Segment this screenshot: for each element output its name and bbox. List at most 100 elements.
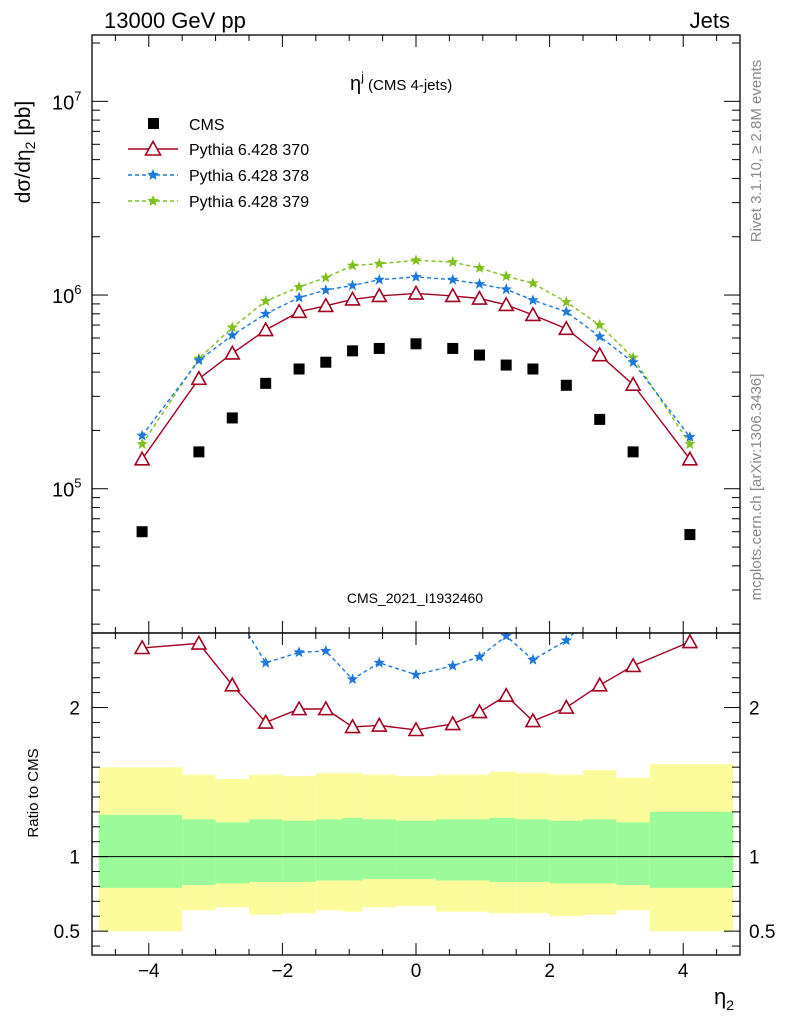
ratio-y-tick-label-right: 0.5 [749, 922, 775, 943]
ratio-point-pythia-370 [624, 657, 642, 673]
point-cms [684, 529, 696, 541]
point-pythia-379 [473, 261, 486, 273]
main-y-axis-label-sub: 2 [22, 141, 38, 149]
point-pythia-379 [136, 438, 148, 449]
point-pythia-379 [293, 281, 305, 292]
point-pythia-370 [290, 303, 308, 319]
main-y-tick-exponent: 7 [74, 88, 81, 103]
point-pythia-378 [627, 356, 639, 368]
point-pythia-370 [444, 287, 462, 303]
legend-entry-pythia-378: Pythia 6.428 378 [128, 168, 309, 185]
point-pythia-370 [317, 297, 335, 313]
ratio-point-pythia-370 [317, 700, 335, 716]
point-pythia-378 [373, 273, 385, 285]
point-pythia-379 [684, 438, 696, 449]
point-pythia-378 [136, 429, 148, 441]
ratio-band-inner [315, 819, 343, 881]
point-cms [373, 342, 385, 354]
main-y-tick-base: 10 [52, 286, 74, 308]
ratio-band-inner [362, 819, 396, 879]
ratio-point-pythia-378 [227, 602, 238, 613]
ratio-line-pythia-370 [142, 641, 691, 731]
ratio-point-pythia-378 [410, 668, 422, 680]
point-pythia-379 [260, 295, 272, 306]
ratio-band-inner [248, 819, 283, 882]
x-axis-label: η2 [714, 984, 734, 1013]
point-pythia-379 [500, 270, 512, 282]
ratio-point-pythia-378 [260, 656, 272, 668]
ratio-band-inner [215, 822, 249, 884]
series-line-pythia-378 [141, 276, 691, 438]
point-cms [193, 446, 205, 458]
legend-label-pythia-378: Pythia 6.428 378 [189, 168, 309, 185]
main-y-tick-exponent: 5 [74, 476, 81, 491]
x-tick-label: 2 [544, 961, 555, 982]
ratio-band-inner [182, 819, 216, 885]
point-pythia-378 [500, 283, 512, 295]
ratio-point-pythia-370 [444, 715, 462, 731]
point-pythia-370 [681, 450, 699, 466]
header-energy-label: 13000 GeV pp [104, 8, 246, 33]
legend-entry-pythia-379: Pythia 6.428 379 [128, 194, 309, 211]
main-y-axis-label-main: dσ/dη [12, 149, 35, 203]
ratio-point-pythia-370 [497, 686, 515, 703]
point-pythia-378 [293, 291, 305, 303]
point-pythia-370 [497, 296, 515, 312]
point-pythia-378 [447, 273, 459, 285]
ratio-band-inner [436, 819, 470, 881]
plot-title: ηj (CMS 4-jets) [350, 69, 452, 95]
ratio-point-pythia-378 [293, 646, 305, 658]
main-y-tick-label: 106 [52, 282, 81, 308]
axis-ticks [92, 35, 740, 955]
legend-marker-pythia-379 [147, 195, 159, 206]
point-cms [447, 342, 459, 354]
point-pythia-378 [226, 329, 238, 341]
ratio-band-inner [549, 820, 584, 884]
ratio-point-pythia-370 [471, 703, 488, 719]
ratio-point-pythia-370 [190, 634, 208, 650]
ratio-band-inner [649, 811, 734, 888]
ratio-band-inner [616, 822, 650, 885]
point-pythia-379 [320, 271, 332, 283]
ratio-band-inner [469, 819, 490, 881]
legend-label-cms: CMS [189, 117, 225, 134]
point-pythia-379 [594, 319, 606, 330]
main-y-tick-base: 10 [52, 480, 74, 502]
ratio-point-pythia-370 [591, 676, 609, 692]
point-cms [347, 345, 359, 357]
rivet-version-label: Rivet 3.1.10, ≥ 2.8M events [748, 60, 765, 243]
point-pythia-378 [684, 431, 696, 442]
point-pythia-378 [527, 294, 539, 306]
ratio-point-pythia-378 [373, 656, 385, 668]
x-axis-label-main: η [714, 984, 726, 1009]
legend-entry-cms: CMS [148, 117, 225, 134]
point-pythia-379 [560, 296, 572, 307]
ratio-y-tick-label-right: 1 [749, 848, 760, 869]
point-cms [320, 356, 332, 368]
point-pythia-378 [410, 270, 422, 282]
series-line-pythia-379 [141, 259, 691, 445]
x-tick-label: 0 [411, 961, 422, 982]
x-tick-label: −4 [138, 961, 160, 982]
point-cms [500, 359, 512, 371]
main-y-axis-label: dσ/dη2 [pb] [12, 101, 38, 204]
main-y-tick-base: 10 [52, 92, 74, 114]
ratio-y-axis-label: Ratio to CMS [25, 748, 42, 837]
x-tick-label: −2 [272, 961, 294, 982]
point-cms [293, 363, 305, 375]
point-cms [260, 377, 272, 389]
main-y-tick-label: 107 [52, 88, 81, 114]
point-cms [594, 413, 606, 425]
ratio-point-pythia-370 [407, 721, 425, 737]
point-pythia-370 [190, 370, 208, 386]
point-pythia-379 [447, 256, 459, 267]
ratio-point-pythia-370 [223, 676, 241, 692]
point-pythia-370 [591, 346, 609, 362]
legend: CMS Pythia 6.428 370 Pythia 6.428 378 Py… [128, 117, 309, 211]
point-pythia-378 [594, 330, 606, 342]
legend-label-pythia-379: Pythia 6.428 379 [189, 194, 309, 211]
ratio-band-inner [395, 820, 437, 879]
main-y-tick-exponent: 6 [74, 282, 81, 297]
point-pythia-370 [407, 284, 425, 300]
